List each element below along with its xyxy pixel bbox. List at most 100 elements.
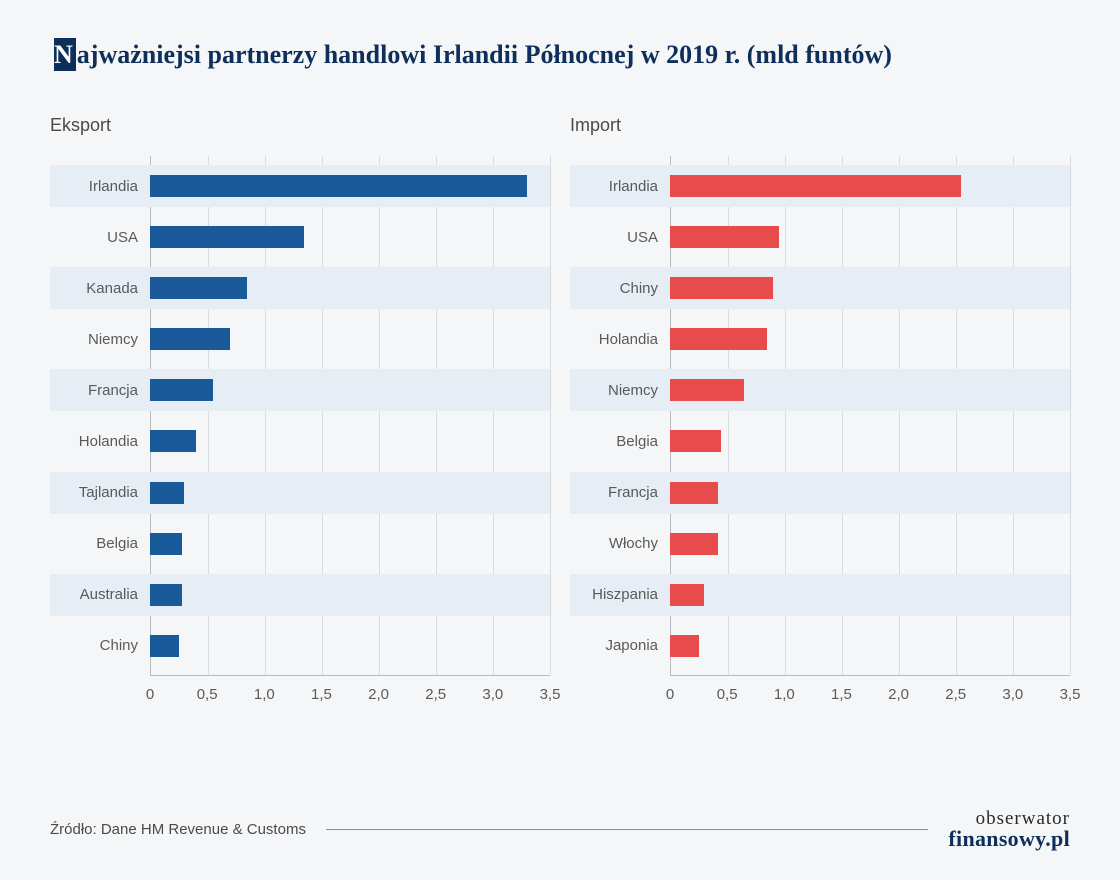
title-bar: Najważniejsi partnerzy handlowi Irlandii…	[50, 38, 892, 72]
rows-export: Irlandia USA Kanada Niemcy Francja Holandia Ta…	[50, 156, 550, 676]
bar-track	[150, 216, 550, 258]
row-label: Chiny	[570, 280, 670, 297]
bar	[670, 430, 721, 452]
chart-row: Włochy	[570, 523, 1070, 565]
bar-track	[150, 369, 550, 411]
x-tick-label: 0	[666, 686, 674, 703]
row-label: Francja	[50, 382, 150, 399]
bar-track	[670, 523, 1070, 565]
bar-track	[670, 165, 1070, 207]
title-first-letter: N	[54, 38, 76, 71]
chart-import: Import IrlandiaUSAChinyHolandiaNiemcyBel…	[570, 115, 1070, 716]
bar-track	[150, 625, 550, 667]
chart-row: Irlandia	[570, 165, 1070, 207]
chart-row: Holandia	[570, 318, 1070, 360]
publisher-logo: obserwator finansowy.pl	[948, 809, 1070, 850]
x-tick-label: 3,5	[1060, 686, 1081, 703]
x-tick-label: 0	[146, 686, 154, 703]
bar	[670, 226, 779, 248]
bar-track	[670, 318, 1070, 360]
chart-row: Irlandia	[50, 165, 550, 207]
x-tick-label: 0,5	[197, 686, 218, 703]
footer-divider	[326, 829, 928, 830]
title-rest: ajważniejsi partnerzy handlowi Irlandii …	[77, 40, 892, 69]
x-tick-label: 3,5	[540, 686, 561, 703]
gridline	[1070, 156, 1071, 675]
chart-row: Chiny	[50, 625, 550, 667]
chart-row: Niemcy	[50, 318, 550, 360]
row-label: Niemcy	[50, 331, 150, 348]
bar	[670, 584, 704, 606]
bar	[670, 533, 718, 555]
x-tick-label: 2,5	[945, 686, 966, 703]
chart-row: Niemcy	[570, 369, 1070, 411]
gridline	[550, 156, 551, 675]
row-label: Hiszpania	[570, 586, 670, 603]
bar	[670, 482, 718, 504]
bar	[150, 379, 213, 401]
row-label: Holandia	[50, 433, 150, 450]
footer: Źródło: Dane HM Revenue & Customs obserw…	[50, 809, 1070, 850]
bar-track	[150, 523, 550, 565]
bar	[150, 277, 247, 299]
bar	[670, 328, 767, 350]
bar-track	[670, 369, 1070, 411]
row-label: Australia	[50, 586, 150, 603]
row-label: Belgia	[50, 535, 150, 552]
page-title: Najważniejsi partnerzy handlowi Irlandii…	[50, 38, 892, 72]
bar	[150, 533, 182, 555]
chart-row: Australia	[50, 574, 550, 616]
row-label: Francja	[570, 484, 670, 501]
bar-track	[670, 420, 1070, 462]
row-label: Niemcy	[570, 382, 670, 399]
bar-track	[150, 165, 550, 207]
x-tick-label: 0,5	[717, 686, 738, 703]
x-tick-label: 1,5	[311, 686, 332, 703]
chart-row: Chiny	[570, 267, 1070, 309]
chart-export: Eksport Irlandia USA Kanada Niemcy Francja Ho…	[50, 115, 550, 716]
row-label: Irlandia	[570, 178, 670, 195]
chart-row: Kanada	[50, 267, 550, 309]
x-tick-label: 1,0	[774, 686, 795, 703]
bar	[150, 328, 230, 350]
bar	[670, 379, 744, 401]
chart-row: Tajlandia	[50, 472, 550, 514]
chart-row: Holandia	[50, 420, 550, 462]
bar-track	[670, 625, 1070, 667]
plot-import: Irlandia USA Chiny Holandia Niemcy Belgia Fran…	[570, 156, 1070, 716]
chart-row: Hiszpania	[570, 574, 1070, 616]
x-tick-label: 2,5	[425, 686, 446, 703]
rows-import: Irlandia USA Chiny Holandia Niemcy Belgia Fran…	[570, 156, 1070, 676]
x-tick-label: 3,0	[1002, 686, 1023, 703]
bar	[150, 430, 196, 452]
bar	[150, 584, 182, 606]
bar	[150, 635, 179, 657]
row-label: Holandia	[570, 331, 670, 348]
chart-row: Belgia	[50, 523, 550, 565]
chart-title-export: Eksport	[50, 115, 550, 136]
x-axis-export: 00,51,01,52,02,53,03,5	[150, 676, 550, 716]
x-tick-label: 1,0	[254, 686, 275, 703]
bar-track	[150, 472, 550, 514]
chart-row: USA	[50, 216, 550, 258]
bar-track	[150, 267, 550, 309]
bar-track	[670, 472, 1070, 514]
chart-row: Japonia	[570, 625, 1070, 667]
bar-track	[150, 318, 550, 360]
chart-row: Belgia	[570, 420, 1070, 462]
row-label: Belgia	[570, 433, 670, 450]
x-tick-label: 3,0	[482, 686, 503, 703]
bar-track	[150, 420, 550, 462]
bar-track	[670, 216, 1070, 258]
plot-export: Irlandia USA Kanada Niemcy Francja Holandia Ta…	[50, 156, 550, 716]
bar	[150, 175, 527, 197]
row-label: Chiny	[50, 637, 150, 654]
source-text: Źródło: Dane HM Revenue & Customs	[50, 821, 306, 838]
row-label: Włochy	[570, 535, 670, 552]
row-label: Japonia	[570, 637, 670, 654]
row-label: Kanada	[50, 280, 150, 297]
bar	[150, 226, 304, 248]
bar-track	[150, 574, 550, 616]
row-label: Irlandia	[50, 178, 150, 195]
chart-row: USA	[570, 216, 1070, 258]
